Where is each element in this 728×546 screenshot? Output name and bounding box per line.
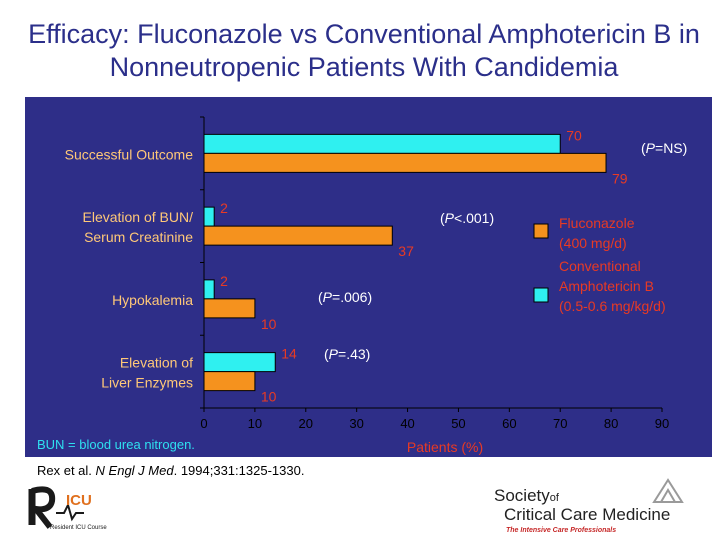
resident-icu-logo: ICU Resident ICU Course [28, 483, 118, 533]
sccm-name-line1: Societyof [494, 486, 559, 505]
category-label: Elevation of [120, 355, 193, 371]
slide-title: Efficacy: Fluconazole vs Conventional Am… [28, 19, 700, 82]
legend-label: (400 mg/d) [559, 235, 627, 251]
citation-authors: Rex et al. [37, 463, 92, 478]
x-tick-label: 30 [349, 416, 363, 431]
x-tick-label: 0 [200, 416, 207, 431]
x-axis-title: Patients (%) [407, 439, 483, 455]
x-tick-label: 50 [451, 416, 465, 431]
x-tick-label: 40 [400, 416, 414, 431]
bar-value-label: 2 [220, 200, 228, 216]
p-value-label: (P=.006) [318, 289, 372, 305]
x-tick-label: 80 [604, 416, 618, 431]
amphotericin-bar [203, 352, 276, 373]
amphotericin-bar [203, 206, 215, 227]
amphotericin-bar [203, 133, 561, 154]
bar-value-label: 79 [612, 170, 628, 186]
legend-label: Conventional [559, 258, 641, 274]
x-tick-label: 70 [553, 416, 567, 431]
x-tick-label: 10 [248, 416, 262, 431]
fluconazole-bar [203, 298, 256, 319]
p-value-label: (P<.001) [440, 210, 494, 226]
legend-label: Fluconazole [559, 215, 635, 231]
legend-label: Amphotericin B [559, 278, 654, 294]
bar-value-label: 2 [220, 273, 228, 289]
category-label: Liver Enzymes [101, 375, 193, 391]
x-tick-label: 90 [655, 416, 669, 431]
bar-value-label: 70 [566, 127, 582, 143]
category-label: Serum Creatinine [84, 229, 193, 245]
p-value-label: (P=NS) [641, 140, 687, 156]
sccm-mark-icon [652, 478, 684, 503]
legend-swatch-fluconazole [533, 223, 549, 239]
amphotericin-bar [203, 279, 215, 300]
chart-labels: 0 10 20 30 40 50 60 70 80 90 Successful Outcome 70 7… [37, 127, 687, 455]
fluconazole-bar [203, 152, 607, 173]
sccm-name-line2: Critical Care Medicine [504, 505, 671, 524]
fluconazole-bar [203, 371, 256, 392]
x-tick-label: 20 [299, 416, 313, 431]
sccm-logo: Societyof Critical Care Medicine The Int… [488, 474, 688, 544]
p-value-label: (P=.43) [324, 346, 370, 362]
x-tick-label: 60 [502, 416, 516, 431]
svg-text:ICU: ICU [66, 492, 92, 509]
bar-value-label: 10 [261, 389, 277, 405]
citation: Rex et al. N Engl J Med. 1994;331:1325-1… [37, 463, 304, 478]
citation-journal: N Engl J Med [95, 463, 174, 478]
category-label: Hypokalemia [112, 292, 193, 308]
fluconazole-bar [203, 225, 393, 246]
citation-details: . 1994;331:1325-1330. [173, 463, 305, 478]
sccm-tagline: The Intensive Care Professionals [506, 527, 617, 534]
legend-label: (0.5-0.6 mg/kg/d) [559, 298, 666, 314]
category-label: Successful Outcome [65, 146, 194, 162]
bar-value-label: 37 [398, 243, 414, 259]
category-label: Elevation of BUN/ [83, 209, 194, 225]
footnote: BUN = blood urea nitrogen. [37, 437, 195, 452]
legend-swatch-amphotericin [533, 287, 549, 303]
chart-bars [203, 133, 607, 392]
bar-value-label: 10 [261, 316, 277, 332]
bar-value-label: 14 [281, 346, 297, 362]
svg-text:Resident ICU Course: Resident ICU Course [50, 525, 107, 531]
